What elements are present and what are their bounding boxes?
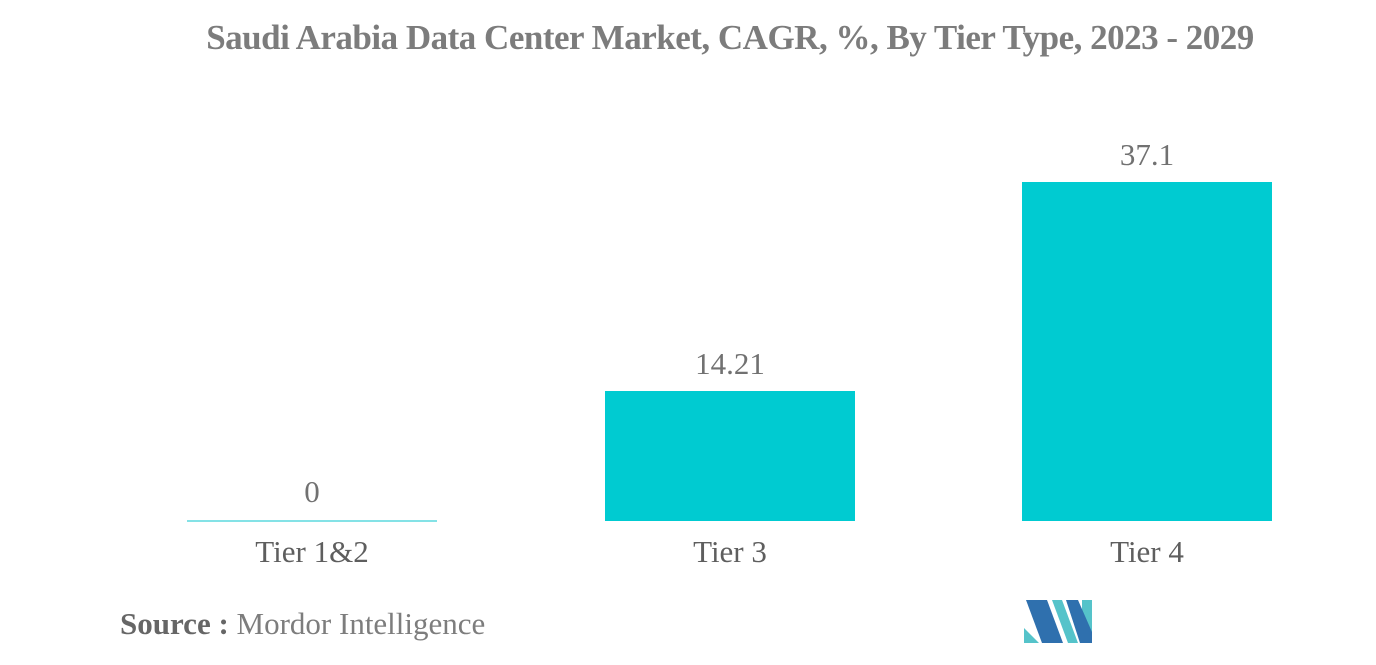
category-label-tier-4: Tier 4 xyxy=(1110,534,1184,569)
bar-rect-tier-4 xyxy=(1022,182,1272,521)
source-label: Source : xyxy=(120,606,229,641)
chart-title: Saudi Arabia Data Center Market, CAGR, %… xyxy=(206,18,1254,57)
logo-m-icon xyxy=(1024,600,1092,643)
mordor-intelligence-logo xyxy=(1022,600,1092,643)
bar-value-label: 14.21 xyxy=(695,345,765,381)
category-label-tier-1-2: Tier 1&2 xyxy=(255,534,369,569)
bar-value-label: 0 xyxy=(304,473,320,509)
source-text: Mordor Intelligence xyxy=(236,606,486,641)
bar-value-label: 37.1 xyxy=(1119,136,1175,172)
bar-rect-tier-3 xyxy=(605,391,855,521)
source-line: Source : Mordor Intelligence xyxy=(120,606,485,642)
category-label-tier-3: Tier 3 xyxy=(693,534,767,569)
bar-rect-tier-1-2 xyxy=(187,520,437,522)
